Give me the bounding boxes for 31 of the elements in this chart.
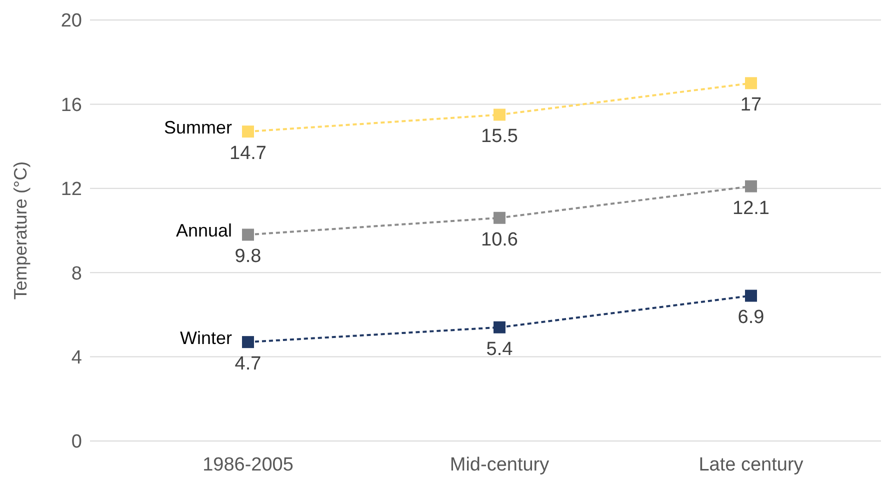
x-tick-label: 1986-2005 [202, 454, 294, 476]
point [745, 290, 757, 302]
y-tick-label: 8 [71, 263, 82, 284]
data-label: 12.1 [732, 198, 770, 219]
point [494, 108, 506, 121]
point [242, 126, 254, 138]
y-tick-label: 20 [60, 10, 82, 32]
data-label: 9.8 [234, 246, 262, 268]
point [242, 228, 254, 241]
point [242, 336, 254, 348]
series-label: Annual [176, 220, 232, 241]
series-label: Winter [180, 328, 232, 348]
data-label: 17 [740, 94, 762, 116]
data-label: 15.5 [481, 126, 518, 148]
data-label: 14.7 [230, 143, 266, 164]
y-tick-label: 4 [71, 348, 82, 369]
data-label: 5.4 [486, 338, 514, 360]
data-label: 10.6 [481, 229, 518, 250]
data-label: 6.9 [738, 307, 764, 328]
data-label: 4.7 [234, 354, 262, 375]
series-label: Summer [164, 118, 232, 138]
y-tick-label: 16 [60, 94, 82, 116]
point [745, 180, 757, 192]
point [494, 321, 506, 334]
y-axis-title: Temperature (°C) [10, 161, 30, 300]
point [494, 212, 506, 224]
x-tick-label: Mid-century [450, 454, 550, 476]
y-tick-label: 0 [71, 432, 82, 453]
point [745, 77, 757, 90]
y-tick-label: 12 [60, 179, 82, 200]
x-tick-label: Late century [698, 454, 804, 476]
